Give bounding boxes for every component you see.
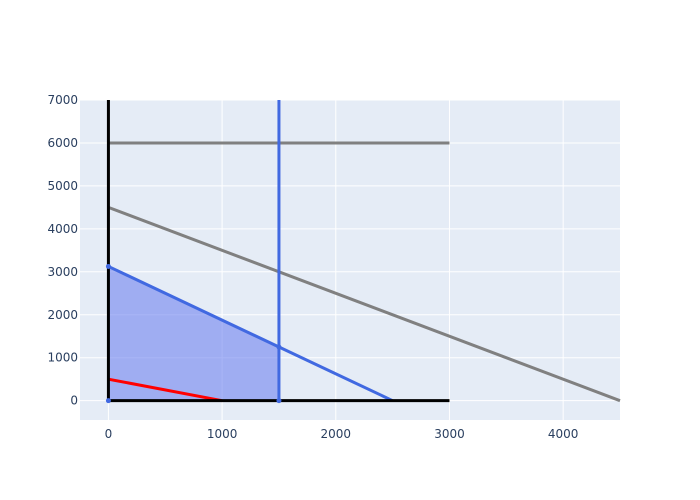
vertex-marker bbox=[276, 344, 282, 350]
vertex-marker bbox=[105, 398, 111, 404]
series-line-2 bbox=[107, 205, 621, 403]
series-line-5 bbox=[108, 377, 223, 403]
feasible-region bbox=[108, 266, 279, 401]
y-tick-label: 4000 bbox=[47, 222, 78, 236]
y-tick-labels: 0 1000 2000 3000 4000 5000 6000 7000 bbox=[47, 93, 78, 408]
x-tick-label: 4000 bbox=[548, 427, 579, 441]
y-tick-label: 7000 bbox=[47, 93, 78, 107]
y-tick-label: 0 bbox=[70, 394, 78, 408]
y-tick-label: 2000 bbox=[47, 308, 78, 322]
y-tick-label: 1000 bbox=[47, 351, 78, 365]
x-tick-labels: 0 1000 2000 3000 4000 bbox=[105, 427, 579, 441]
vertex-marker bbox=[105, 263, 111, 269]
series-line-4 bbox=[107, 265, 394, 403]
x-tick-label: 1000 bbox=[207, 427, 238, 441]
y-tick-label: 3000 bbox=[47, 265, 78, 279]
x-tick-label: 2000 bbox=[321, 427, 352, 441]
y-tick-label: 5000 bbox=[47, 179, 78, 193]
region-layer bbox=[108, 266, 279, 401]
vertex-marker bbox=[276, 398, 282, 404]
x-tick-label: 0 bbox=[105, 427, 113, 441]
x-tick-label: 3000 bbox=[434, 427, 465, 441]
markers-layer bbox=[105, 263, 282, 404]
y-tick-label: 6000 bbox=[47, 136, 78, 150]
